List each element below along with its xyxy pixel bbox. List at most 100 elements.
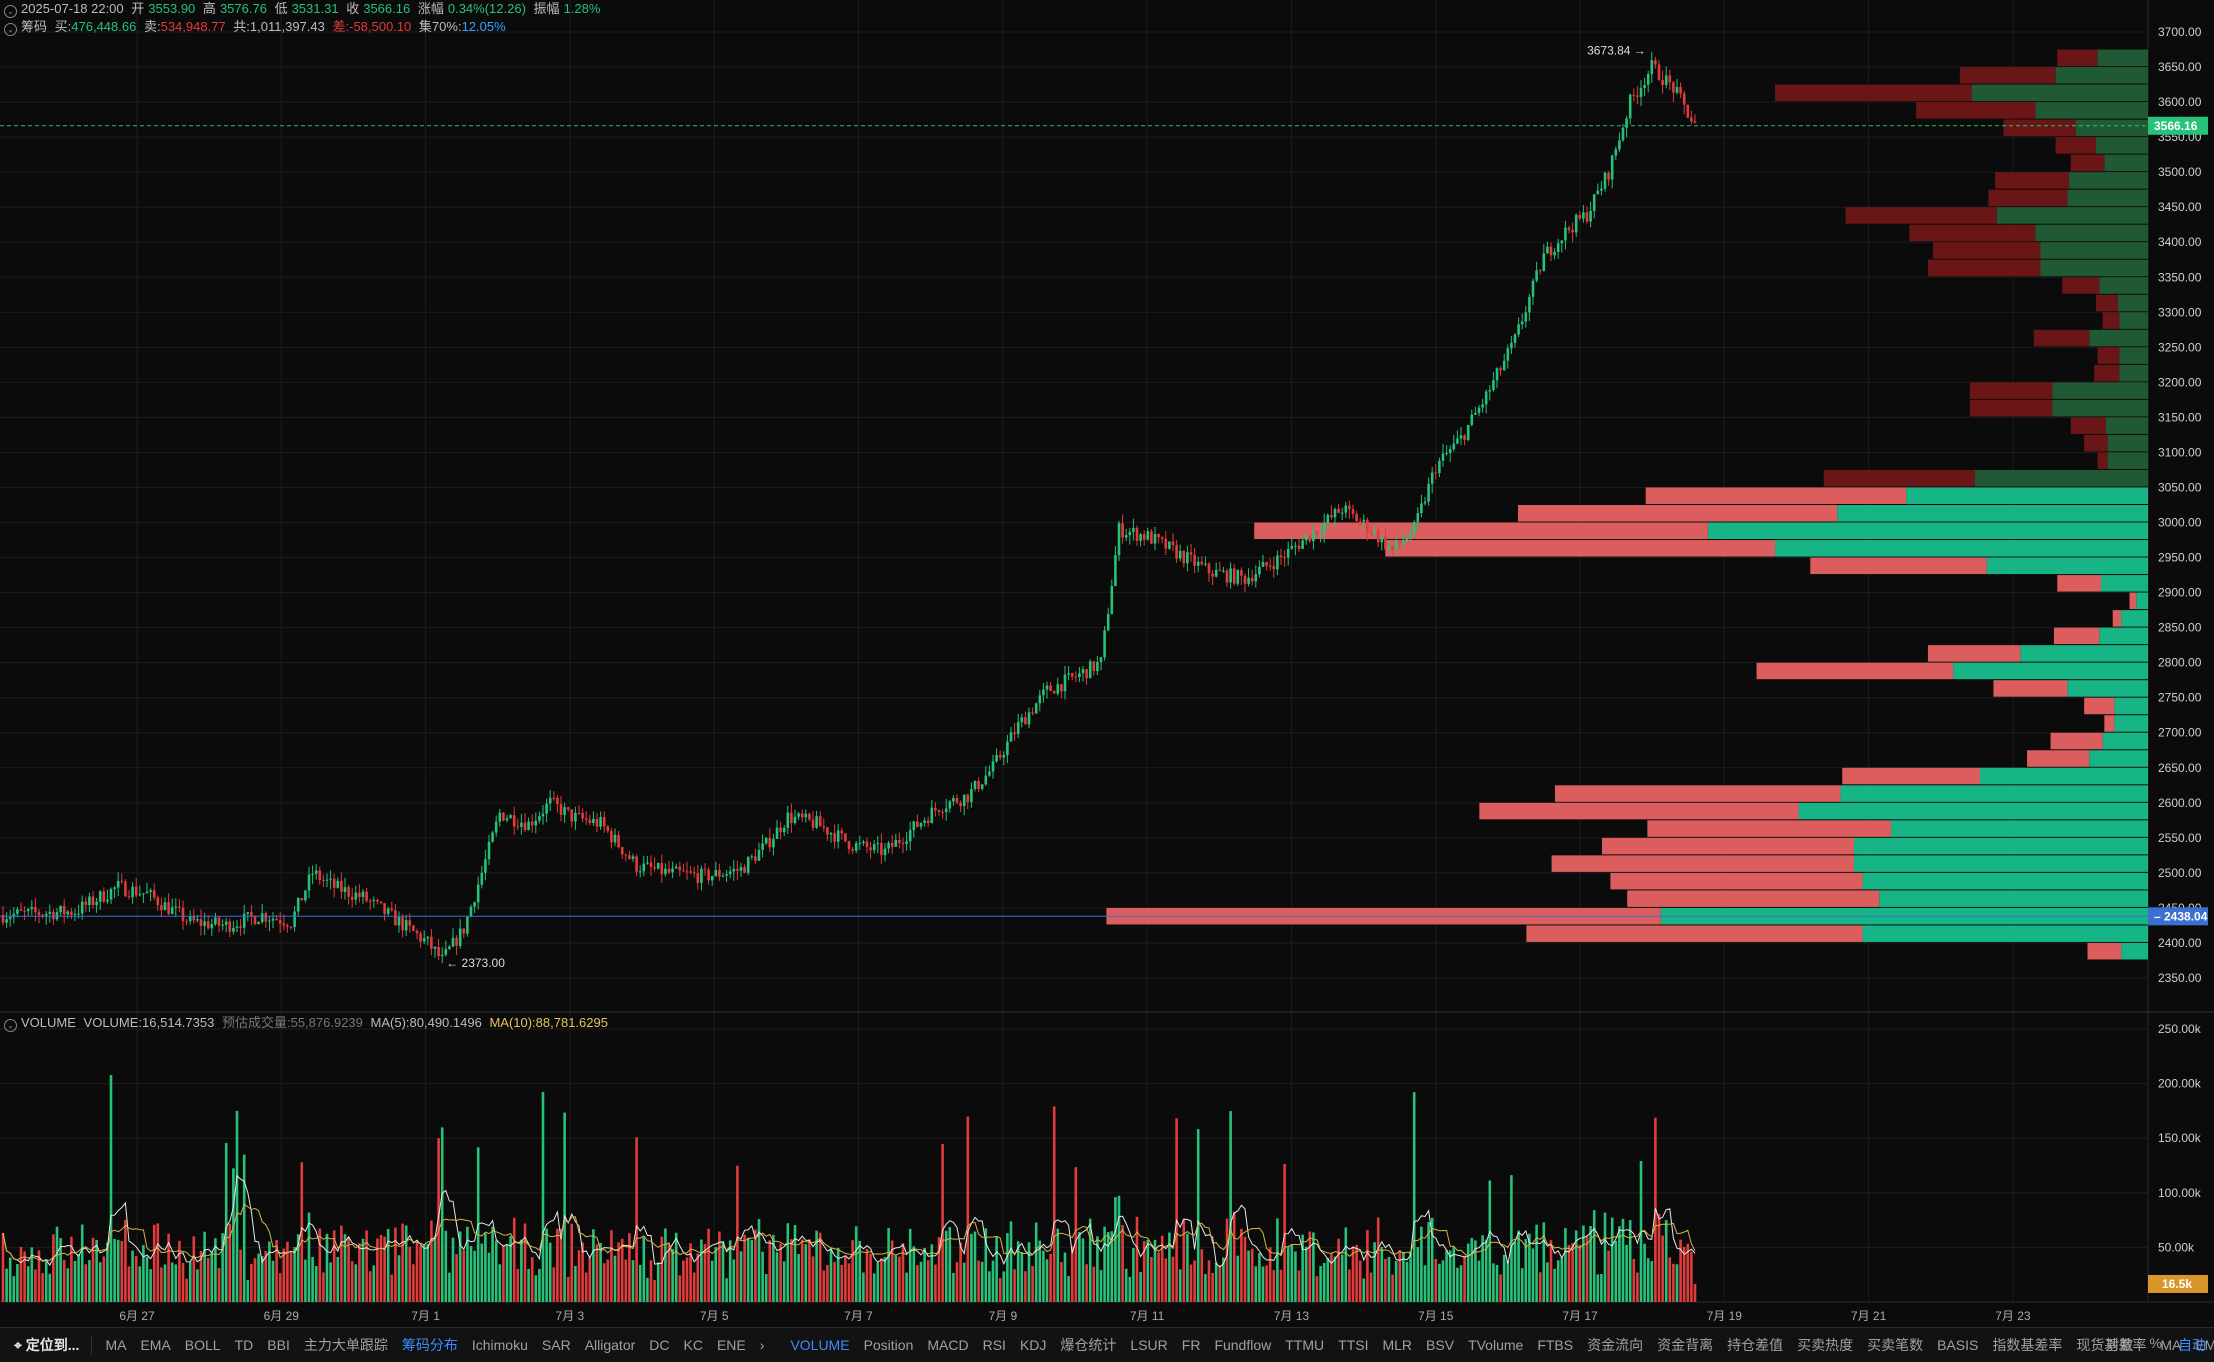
sub-indicator-0[interactable]: VOLUME: [790, 1337, 850, 1353]
volume-bar: [854, 1226, 858, 1302]
sub-indicator-9[interactable]: TTMU: [1285, 1337, 1325, 1353]
volume-bar: [685, 1257, 689, 1302]
candle-body: [307, 874, 311, 891]
overlay-indicator-9[interactable]: Alligator: [584, 1337, 636, 1353]
volume-bar: [1312, 1232, 1315, 1302]
overlay-indicator-6[interactable]: 筹码分布: [401, 1337, 458, 1353]
sub-indicator-24[interactable]: EMA: [2195, 1337, 2214, 1353]
overlay-indicator-4[interactable]: BBI: [267, 1337, 290, 1353]
candle-body: [826, 827, 829, 835]
candle-body: [1175, 545, 1178, 559]
overlay-indicator-1[interactable]: EMA: [140, 1337, 171, 1353]
volume-bar: [797, 1254, 800, 1302]
volume-bar: [124, 1219, 127, 1302]
volume-bar: [566, 1276, 570, 1302]
chip-buy-bar: [1862, 925, 2148, 942]
candle-body: [1639, 87, 1643, 97]
sub-indicator-12[interactable]: BSV: [1426, 1337, 1455, 1353]
volume-bar: [178, 1240, 181, 1302]
volume-bar: [1283, 1164, 1286, 1302]
sub-indicator-20[interactable]: BASIS: [1937, 1337, 1979, 1353]
chip-sell-bar: [1993, 680, 2068, 697]
volume-bar: [340, 1225, 343, 1302]
sub-indicator-7[interactable]: FR: [1181, 1337, 1201, 1353]
collapse-icon[interactable]: ⌄: [4, 5, 17, 18]
chip-sell-bar: [1969, 399, 2053, 417]
volume-bar: [1672, 1263, 1675, 1302]
candle-body: [361, 891, 365, 897]
sub-indicator-2[interactable]: MACD: [927, 1337, 969, 1353]
volume-bar: [1452, 1246, 1456, 1302]
sub-indicator-18[interactable]: 买卖热度: [1797, 1337, 1854, 1353]
volume-bar: [408, 1246, 412, 1302]
candle-body: [1448, 449, 1452, 454]
collapse-icon[interactable]: ⌄: [4, 23, 17, 36]
chip-buy-bar: [2067, 189, 2148, 207]
sub-indicator-3[interactable]: RSI: [982, 1337, 1006, 1353]
overlay-indicator-2[interactable]: BOLL: [184, 1337, 221, 1353]
candle-body: [707, 869, 710, 881]
candle-body: [336, 880, 340, 888]
sub-indicator-13[interactable]: TVolume: [1468, 1337, 1524, 1353]
sub-indicator-19[interactable]: 买卖笔数: [1867, 1337, 1924, 1353]
candle-body: [1297, 545, 1301, 549]
candle-body: [556, 797, 559, 805]
volume-bar: [1272, 1270, 1276, 1302]
locate-button[interactable]: ⌖ 定位到...: [0, 1335, 93, 1355]
candle-body: [296, 897, 300, 912]
overlay-indicator-list: MA EMA BOLL TD BBI 主力大单跟踪 筹码分布 Ichimoku SAR Allig…: [98, 1335, 752, 1355]
volume-bar: [1592, 1210, 1596, 1302]
sub-indicator-4[interactable]: KDJ: [1019, 1337, 1047, 1353]
overlay-indicator-11[interactable]: KC: [683, 1337, 703, 1353]
overlay-indicator-5[interactable]: 主力大单跟踪: [303, 1337, 388, 1353]
sub-indicator-1[interactable]: Position: [863, 1337, 914, 1353]
axis-control-2[interactable]: 自动: [2178, 1337, 2206, 1353]
overlay-indicator-7[interactable]: Ichimoku: [471, 1337, 528, 1353]
candle-body: [919, 823, 923, 827]
volume-bar: [358, 1243, 361, 1302]
overlay-indicator-8[interactable]: SAR: [541, 1337, 571, 1353]
date-tick-label: 7月 19: [1707, 1309, 1743, 1323]
sub-indicator-5[interactable]: 爆仓统计: [1060, 1337, 1117, 1353]
ohlc-header: ⌄ 2025-07-18 22:00 开 3553.90 高 3576.76 低 353…: [4, 0, 604, 18]
volume-bar: [1578, 1244, 1582, 1302]
candle-body: [793, 816, 797, 823]
volume-bar: [973, 1231, 977, 1302]
sub-indicator-23[interactable]: MA: [2160, 1337, 2182, 1353]
sub-indicator-17[interactable]: 持仓差值: [1727, 1337, 1784, 1353]
sub-indicator-6[interactable]: LSUR: [1130, 1337, 1168, 1353]
overlay-indicator-3[interactable]: TD: [234, 1337, 254, 1353]
sub-indicator-21[interactable]: 指数基差率: [1992, 1337, 2063, 1353]
candle-body: [1160, 537, 1164, 539]
overlay-indicator-0[interactable]: MA: [105, 1337, 127, 1353]
overlay-indicator-12[interactable]: ENE: [716, 1337, 746, 1353]
chip-sell-bar: [1647, 820, 1891, 837]
sub-indicator-11[interactable]: MLR: [1382, 1337, 1413, 1353]
chart-canvas[interactable]: 3700.003650.003600.003550.003500.003450.…: [0, 0, 2214, 1327]
collapse-icon[interactable]: ⌄: [4, 1019, 17, 1032]
sub-indicator-16[interactable]: 资金背离: [1657, 1337, 1714, 1353]
volume-bar: [426, 1243, 430, 1302]
candle-body: [1441, 453, 1445, 461]
candle-body: [631, 856, 635, 859]
axis-control-1[interactable]: %: [2149, 1335, 2162, 1351]
volume-header: ⌄ VOLUME VOLUME:16,514.7353 预估成交量:55,876.…: [4, 1014, 612, 1032]
candle-body: [926, 820, 930, 824]
volume-bar: [1427, 1222, 1430, 1302]
sub-indicator-15[interactable]: 资金流向: [1587, 1337, 1644, 1353]
sub-indicator-14[interactable]: FTBS: [1537, 1337, 1574, 1353]
axis-control-0[interactable]: 对数: [2105, 1337, 2134, 1353]
candle-body: [1391, 545, 1394, 550]
volume-bar: [1081, 1238, 1085, 1302]
sub-indicator-10[interactable]: TTSI: [1338, 1337, 1369, 1353]
overlay-indicator-10[interactable]: DC: [649, 1337, 670, 1353]
candle-body: [77, 913, 80, 915]
candle-body: [1614, 149, 1618, 156]
sub-indicator-8[interactable]: Fundflow: [1214, 1337, 1272, 1353]
more-indicators-chevron-icon[interactable]: ›: [759, 1337, 765, 1353]
volume-bar: [642, 1237, 646, 1302]
candle-body: [714, 869, 718, 877]
candle-body: [1247, 577, 1250, 584]
sub-indicator-22[interactable]: 现货基差率: [2076, 1337, 2147, 1353]
volume-bar: [1495, 1265, 1499, 1302]
